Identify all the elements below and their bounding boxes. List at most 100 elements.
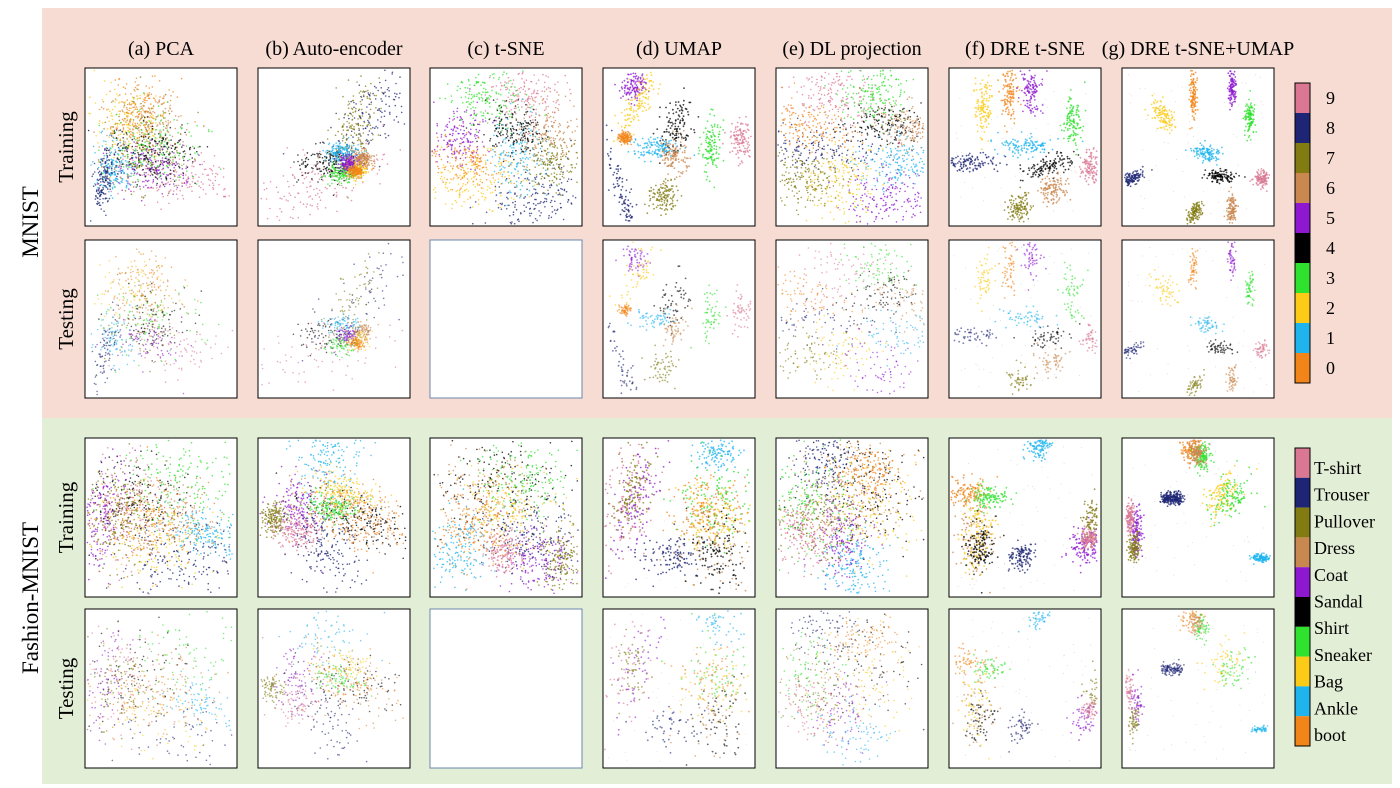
data-point: [531, 159, 533, 161]
data-point: [342, 186, 344, 189]
data-point: [136, 115, 138, 117]
data-point: [465, 109, 468, 111]
data-point: [544, 133, 547, 136]
data-point: [126, 173, 128, 175]
data-point: [476, 153, 479, 156]
data-point: [513, 128, 515, 131]
data-point: [101, 160, 104, 162]
data-point: [358, 127, 360, 130]
data-point: [517, 161, 519, 164]
data-point: [468, 161, 470, 163]
data-point: [521, 72, 524, 75]
data-point: [509, 144, 512, 147]
data-point: [437, 165, 439, 168]
data-point: [519, 121, 521, 124]
data-point: [140, 164, 142, 166]
data-point: [526, 100, 529, 102]
data-point: [289, 194, 292, 197]
data-point: [114, 149, 116, 151]
data-point: [539, 141, 542, 143]
data-point: [142, 186, 145, 188]
data-point: [538, 183, 540, 185]
data-point: [512, 211, 515, 213]
data-point: [98, 146, 100, 148]
data-point: [547, 112, 550, 115]
data-point: [197, 146, 199, 148]
data-point: [101, 163, 104, 165]
data-point: [370, 159, 373, 162]
data-point: [139, 161, 142, 163]
data-point: [140, 135, 143, 138]
data-point: [456, 149, 458, 152]
data-point: [498, 93, 500, 95]
data-point: [169, 108, 171, 110]
data-point: [565, 155, 567, 158]
data-point: [355, 107, 357, 110]
data-point: [180, 128, 183, 130]
data-point: [101, 145, 104, 147]
data-point: [498, 117, 500, 119]
data-point: [460, 125, 463, 127]
data-point: [371, 138, 374, 141]
data-point: [128, 166, 130, 168]
data-point: [334, 187, 336, 190]
data-point: [550, 139, 552, 142]
data-point: [547, 160, 549, 162]
data-point: [395, 115, 398, 118]
data-point: [182, 144, 184, 146]
data-point: [549, 145, 551, 147]
data-point: [512, 143, 515, 146]
data-point: [528, 168, 531, 171]
data-point: [134, 103, 137, 105]
data-point: [206, 146, 209, 148]
data-point: [440, 133, 443, 136]
data-point: [495, 101, 497, 104]
data-point: [494, 124, 496, 127]
data-point: [302, 203, 305, 205]
data-point: [101, 98, 104, 101]
data-point: [167, 119, 169, 122]
data-point: [367, 92, 369, 94]
data-point: [149, 109, 151, 111]
data-point: [560, 158, 562, 161]
data-point: [336, 150, 339, 153]
data-point: [119, 163, 121, 165]
data-point: [98, 174, 101, 176]
data-point: [123, 198, 125, 200]
data-point: [385, 136, 387, 139]
data-point: [526, 143, 528, 145]
data-point: [535, 108, 537, 111]
data-point: [104, 185, 107, 187]
data-point: [461, 138, 463, 141]
data-point: [547, 125, 550, 128]
data-point: [202, 173, 204, 175]
data-point: [185, 184, 187, 186]
data-point: [484, 88, 487, 91]
data-point: [320, 153, 322, 156]
data-point: [479, 168, 481, 170]
data-point: [133, 137, 135, 140]
data-point: [489, 138, 492, 140]
data-point: [508, 89, 511, 91]
data-point: [506, 131, 509, 133]
data-point: [124, 130, 127, 133]
data-point: [438, 155, 441, 158]
data-point: [103, 184, 106, 187]
data-point: [180, 173, 182, 175]
data-point: [498, 112, 501, 115]
data-point: [552, 137, 555, 139]
data-point: [122, 166, 125, 168]
data-point: [142, 100, 144, 103]
data-point: [489, 75, 492, 77]
data-point: [463, 111, 466, 113]
data-point: [531, 130, 534, 133]
data-point: [294, 177, 296, 180]
data-point: [499, 120, 501, 123]
data-point: [492, 99, 495, 101]
data-point: [477, 184, 479, 186]
data-point: [320, 191, 323, 194]
data-point: [465, 127, 468, 129]
panels: [84, 67, 1275, 769]
data-point: [135, 77, 138, 80]
data-point: [484, 163, 487, 166]
